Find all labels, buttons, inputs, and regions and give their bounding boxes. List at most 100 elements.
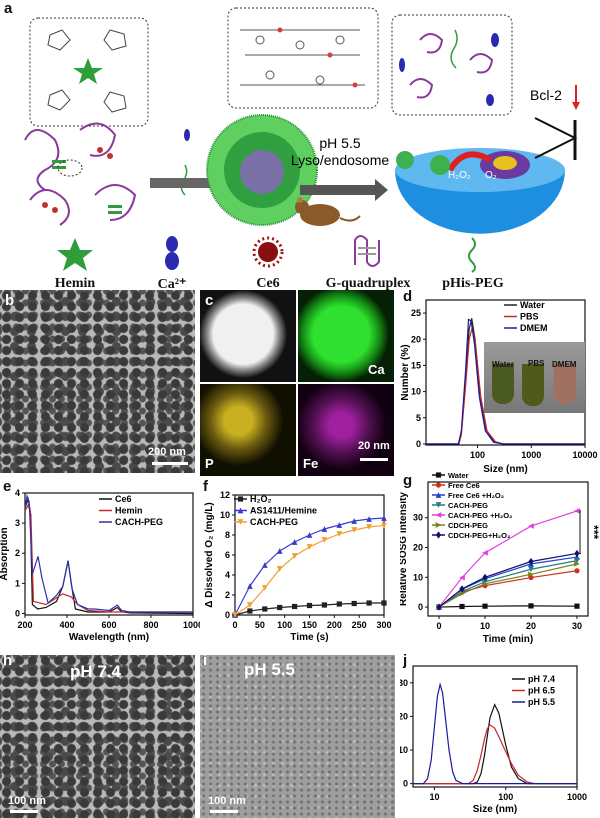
legend-entry: CACH-PEG: [115, 517, 163, 527]
inset-label-water: Water: [492, 360, 514, 369]
peg-coil-icon: [468, 237, 476, 273]
y-tick-label: 20: [411, 334, 421, 344]
y-axis-label: Absorption: [0, 527, 10, 580]
data-point: [482, 580, 488, 587]
data-point: [306, 602, 313, 609]
legend-calcium: Ca²⁺: [157, 277, 187, 292]
x-tick-label: 200: [327, 620, 342, 630]
calcium-ion-icon: [184, 129, 190, 141]
hemin-star-icon: [57, 238, 93, 271]
legend-entry: H₂O₂: [250, 494, 272, 504]
scale-bar-b: [152, 462, 188, 465]
panel-label-c: c: [205, 292, 214, 309]
legend-marker: [435, 502, 442, 508]
y-tick-label: 0: [15, 608, 20, 618]
y-tick-label: 8: [225, 530, 230, 540]
y-tick-label: 20: [400, 711, 408, 721]
hemin-star-icon: [73, 58, 103, 84]
tem-image-i: [200, 655, 395, 818]
data-point: [261, 562, 268, 568]
data-point: [366, 524, 372, 530]
legend-entry: CDCH-PEG+H₂O₂: [448, 531, 510, 540]
data-point: [291, 553, 298, 559]
y-axis-label: Δ Dissolved O₂ (mg/L): [204, 502, 215, 608]
condition-compartment: Lyso/endosome: [291, 152, 390, 168]
data-point: [459, 574, 465, 581]
data-point: [276, 548, 283, 554]
chart-d-size-distribution: 100 1000 10000 0 5 10 15 20 25 Size (nm) Number (%…: [400, 299, 598, 475]
y-tick-label: 4: [225, 570, 230, 580]
legend-entry: DMEM: [520, 323, 548, 333]
plot-frame: [425, 299, 586, 446]
y-tick-label: 0: [225, 610, 230, 620]
x-tick-label: 1000: [521, 450, 541, 460]
data-point: [381, 600, 387, 606]
y-tick-label: 30: [413, 513, 423, 523]
data-point: [574, 549, 580, 558]
data-point: [574, 557, 580, 564]
data-point: [574, 603, 580, 609]
y-tick-label: 3: [15, 518, 20, 528]
x-tick-label: 200: [17, 620, 32, 630]
data-point: [292, 603, 298, 610]
g-quadruplex-assembly: [24, 122, 137, 226]
data-point: [336, 522, 343, 528]
chart-f-dissolved-oxygen: 0 50 100 150 200 250 300 0 2 4 6 8 10 12 Time (s) Δ Dis…: [204, 490, 392, 643]
bcl2-label: Bcl-2: [530, 87, 562, 103]
legend-entry: Ce6: [115, 494, 132, 504]
legend-g-quadruplex: G-quadruplex: [325, 276, 411, 291]
data-point: [528, 523, 534, 529]
data-point: [482, 578, 488, 585]
panel-label-h: h: [3, 652, 13, 669]
x-tick-label: 0: [232, 620, 237, 630]
data-point: [247, 583, 253, 589]
x-axis-label: Wavelength (nm): [69, 632, 149, 643]
series-line-1: [413, 723, 577, 785]
x-tick-label: 150: [302, 620, 317, 630]
y-tick-label: 10: [413, 572, 423, 582]
x-tick-label: 10000: [572, 450, 597, 460]
series-line-2: [234, 524, 385, 616]
o2-label: O₂: [485, 170, 497, 181]
data-point: [291, 539, 298, 545]
ph-label-i: pH 5.5: [244, 660, 296, 679]
y-tick-label: 1: [15, 578, 20, 588]
x-tick-label: 10: [480, 621, 490, 631]
data-point: [232, 612, 238, 618]
chart-g-sosg: 0 10 20 30 0 10 20 30 Time (min) Relative SOSG in…: [400, 471, 600, 645]
data-point: [277, 604, 283, 611]
x-tick-label: 50: [255, 620, 265, 630]
mouse-icon: [295, 197, 361, 226]
x-axis-label: Time (s): [290, 632, 328, 643]
inset-photo-tubes: Water PBS DMEM: [484, 342, 585, 413]
map-p: [200, 384, 296, 476]
y-tick-label: 10: [220, 510, 230, 520]
legend-marker: [435, 472, 442, 478]
data-point: [574, 568, 580, 574]
data-point: [381, 522, 387, 529]
series-line-0: [24, 496, 194, 615]
x-axis-label: Time (min): [483, 634, 533, 645]
panel-label-g: g: [403, 472, 413, 489]
legend-marker: [435, 492, 442, 498]
data-point: [381, 515, 387, 521]
legend-entry: pH 7.4: [528, 674, 555, 684]
data-point: [528, 603, 534, 609]
data-point: [261, 585, 268, 591]
scale-bar-c: [360, 458, 388, 461]
series-line-2: [24, 493, 193, 613]
data-point: [351, 600, 357, 607]
legend-entry: CDCH-PEG: [448, 521, 488, 530]
x-tick-label: 400: [59, 620, 74, 630]
tube-dmem: [554, 364, 576, 404]
y-tick-label: 20: [413, 543, 423, 553]
series-line-2: [413, 682, 577, 785]
x-tick-label: 250: [352, 620, 367, 630]
x-axis-label: Size (nm): [483, 464, 527, 475]
panel-label-f: f: [203, 478, 208, 495]
panel-label-e: e: [3, 478, 12, 495]
scale-bar-h: [10, 810, 38, 813]
series-line-2: [426, 318, 585, 445]
plot-frame: [24, 492, 194, 616]
plot-frame: [412, 665, 578, 788]
